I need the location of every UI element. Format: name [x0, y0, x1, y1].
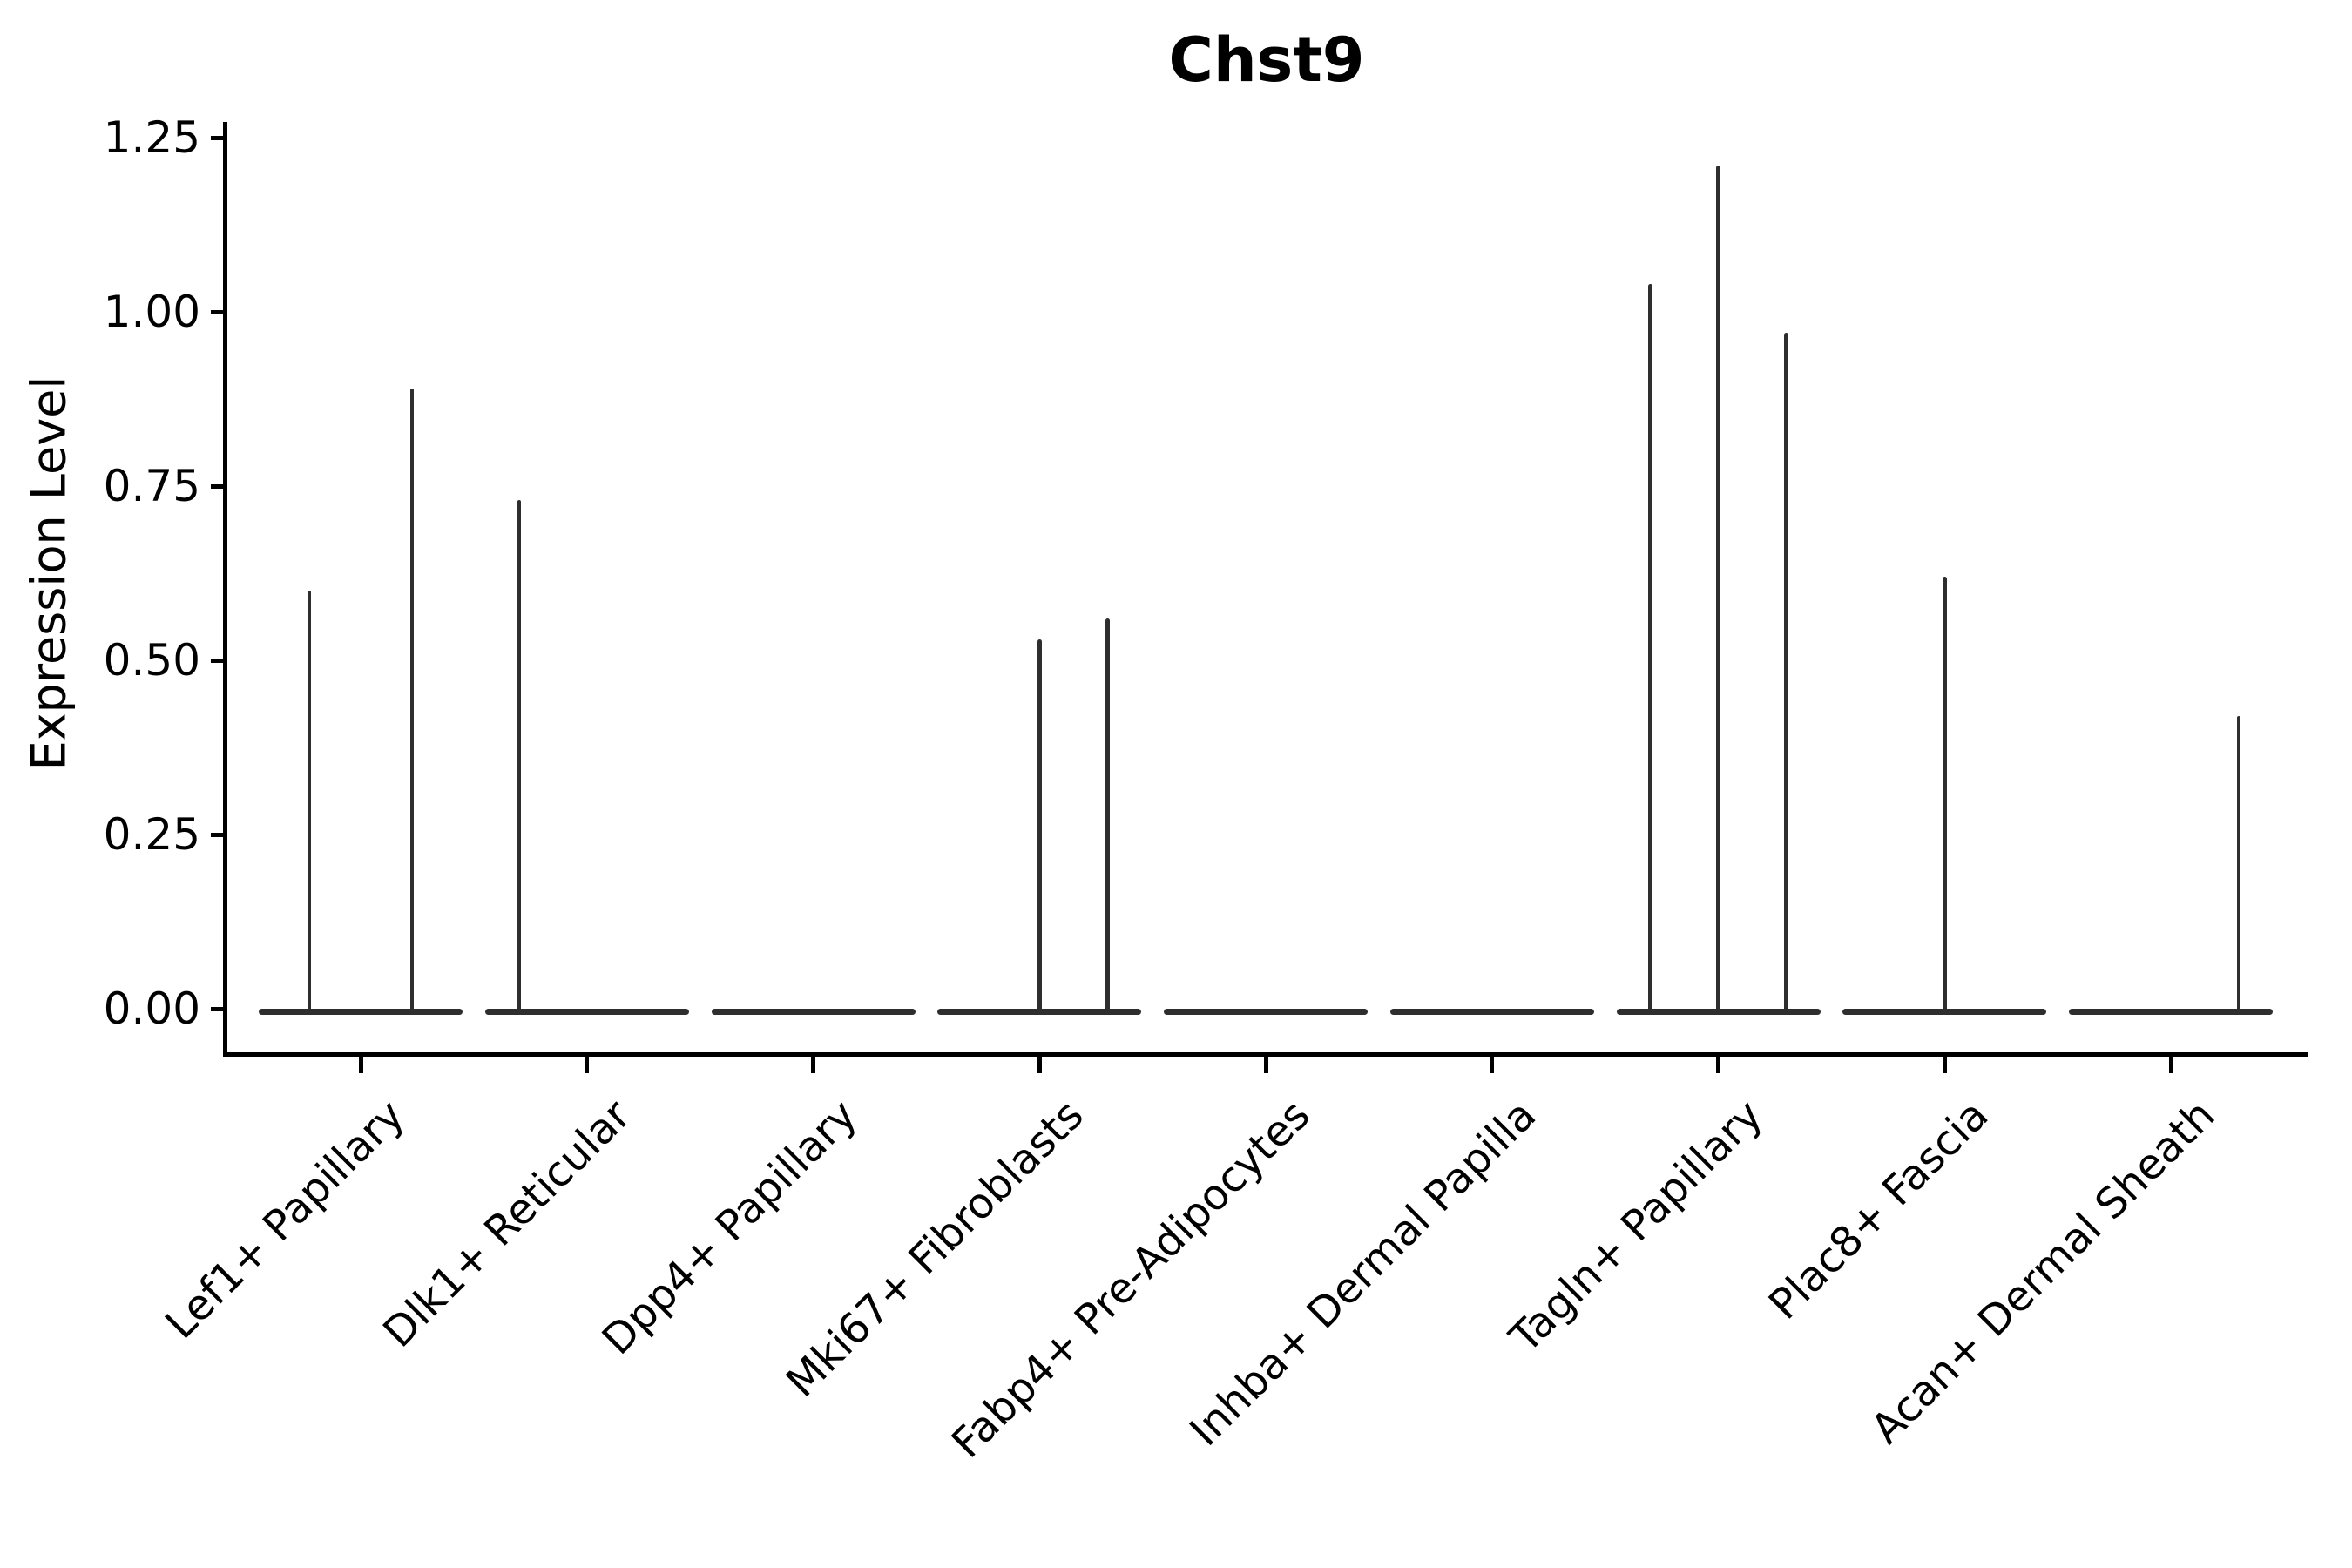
x-tick [1716, 1054, 1720, 1073]
violin-baseline [1164, 1008, 1368, 1015]
violin-spike [1105, 618, 1110, 1013]
y-tick-label: 0.50 [103, 635, 200, 686]
violin-spike [1784, 333, 1788, 1013]
violin-spike [1037, 639, 1042, 1013]
violin-spike [517, 500, 521, 1013]
violin-spike [1716, 166, 1720, 1013]
y-tick [211, 832, 225, 837]
y-tick [211, 1006, 225, 1011]
violin-baseline [1389, 1008, 1594, 1015]
x-tick [2168, 1054, 2173, 1073]
y-tick-label: 1.00 [103, 287, 200, 337]
violin-baseline [2069, 1008, 2273, 1015]
x-tick [358, 1054, 363, 1073]
violin-spike [1648, 284, 1652, 1013]
chart-title: Chst9 [1168, 24, 1365, 96]
y-tick [211, 483, 225, 489]
violin-spike [1943, 577, 1947, 1013]
y-tick-label: 1.25 [103, 112, 200, 163]
y-tick-label: 0.00 [103, 983, 200, 1034]
violin-spike [409, 389, 415, 1013]
y-tick-label: 0.25 [103, 809, 200, 860]
x-tick [1037, 1054, 1042, 1073]
x-tick [1263, 1054, 1268, 1073]
violin-spike [307, 591, 312, 1013]
violin-spike [2236, 716, 2241, 1013]
x-tick [1942, 1054, 1947, 1073]
violin-baseline [711, 1008, 916, 1015]
y-tick [211, 135, 225, 140]
y-tick [211, 658, 225, 663]
y-tick-label: 0.75 [103, 461, 200, 511]
x-tick [1490, 1054, 1495, 1073]
x-tick [811, 1054, 815, 1073]
y-axis-spine [222, 122, 227, 1057]
violin-baseline [484, 1008, 689, 1015]
violin-baseline [259, 1008, 463, 1015]
y-tick [211, 309, 225, 314]
x-tick [585, 1054, 590, 1073]
